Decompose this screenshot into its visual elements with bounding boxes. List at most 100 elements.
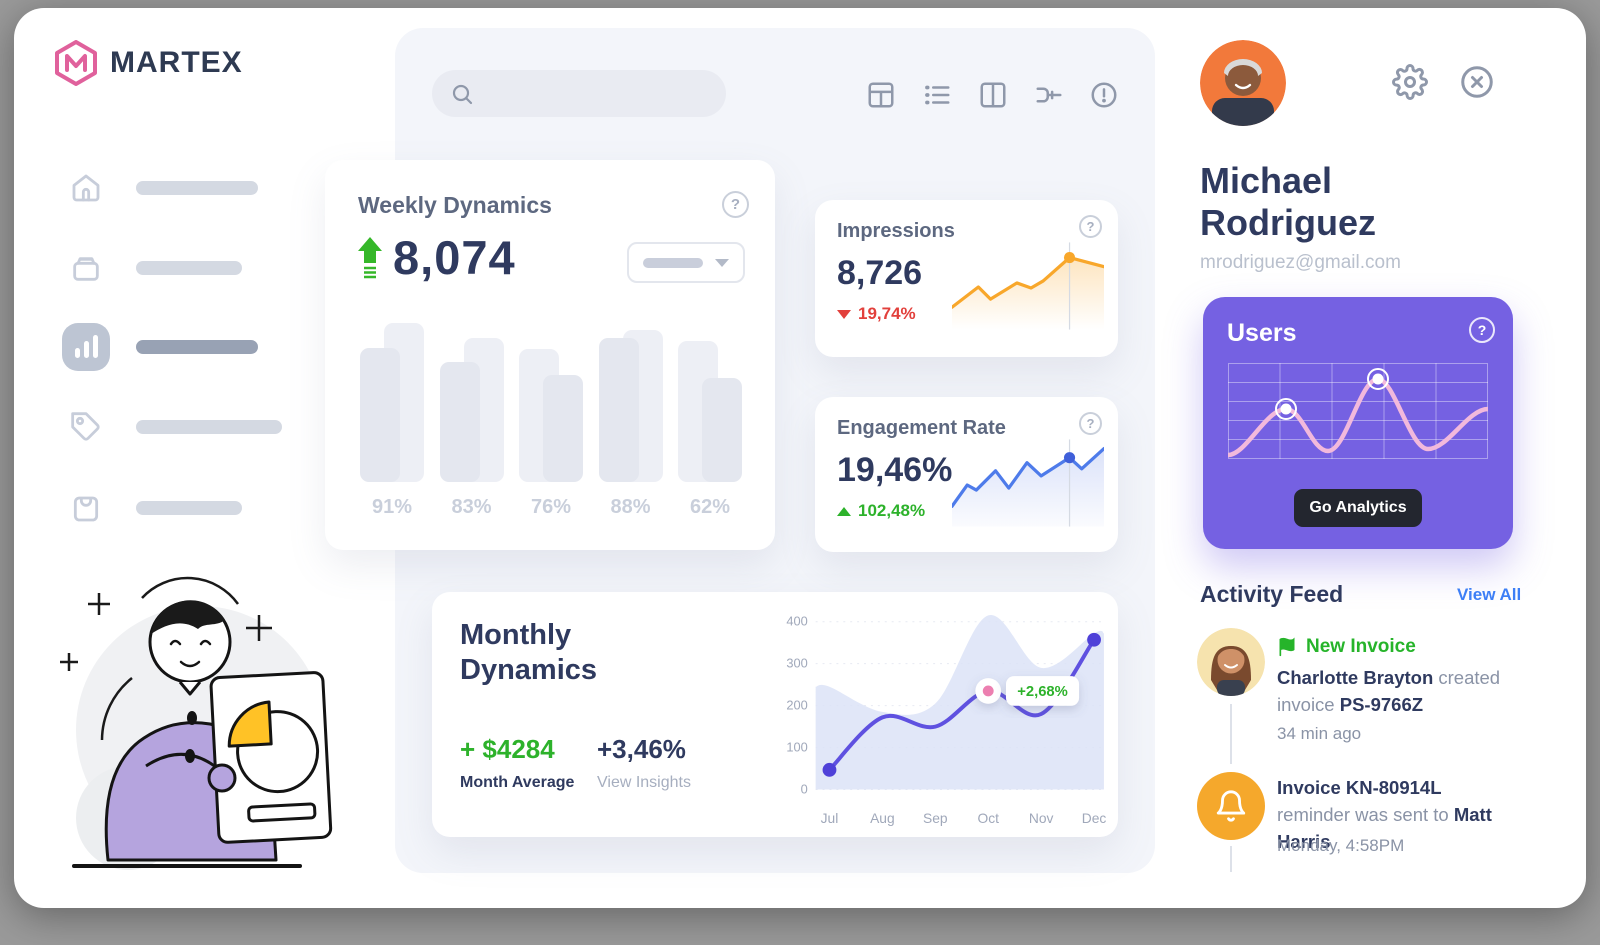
users-card-title: Users <box>1227 319 1297 347</box>
list-view-icon[interactable] <box>920 78 954 112</box>
search-icon <box>452 84 473 104</box>
help-icon[interactable]: ? <box>1079 412 1102 435</box>
activity-badge: New Invoice <box>1277 636 1416 658</box>
sidebar-item-products[interactable] <box>62 244 242 292</box>
user-avatar-image <box>1200 40 1286 126</box>
impressions-card: Impressions ? 8,726 19,74% <box>815 200 1118 357</box>
engagement-delta: 102,48% <box>837 501 925 521</box>
help-icon[interactable]: ? <box>1079 215 1102 238</box>
weekly-bar-front <box>439 362 480 482</box>
weekly-bar-group <box>598 320 663 482</box>
sidebar-label-placeholder <box>136 501 242 515</box>
month-average-stat: + $4284 Month Average <box>460 734 575 791</box>
period-select-dropdown[interactable] <box>627 242 745 283</box>
help-icon[interactable]: ? <box>1469 317 1495 343</box>
app-window: MARTEX <box>14 8 1586 908</box>
svg-text:Dec: Dec <box>1082 810 1107 826</box>
chevron-down-icon <box>715 258 729 267</box>
brand-name: MARTEX <box>110 46 243 79</box>
weekly-bar-group <box>360 320 424 482</box>
split-view-icon[interactable] <box>976 78 1010 112</box>
timeline-connector <box>1230 846 1232 872</box>
users-card: Users ? Go Analytics <box>1203 297 1513 549</box>
bell-icon <box>1216 790 1246 822</box>
impressions-sparkline <box>952 242 1104 330</box>
grid-view-icon[interactable] <box>864 78 898 112</box>
svg-text:Aug: Aug <box>870 810 895 826</box>
timeline-connector <box>1230 704 1232 764</box>
svg-text:300: 300 <box>786 656 807 671</box>
martex-logo-icon <box>55 40 97 86</box>
wave-marker-2 <box>1367 368 1389 390</box>
weekly-dynamics-card: Weekly Dynamics ? 8,074 91% 83% 76% 88% 62% <box>325 160 775 550</box>
weekly-bar-front <box>598 337 639 482</box>
monthly-card-title: Monthly Dynamics <box>460 619 598 686</box>
trend-up-arrow-icon <box>358 236 382 278</box>
flow-merge-icon[interactable] <box>1032 78 1066 112</box>
wave-marker-1 <box>1275 398 1297 420</box>
reminder-avatar[interactable] <box>1197 772 1265 840</box>
alert-circle-icon[interactable] <box>1087 78 1121 112</box>
view-insights-stat[interactable]: +3,46% View Insights <box>597 734 691 791</box>
sidebar-label-placeholder <box>136 340 258 354</box>
charlotte-avatar-image <box>1197 628 1265 696</box>
settings-gear-icon[interactable] <box>1392 64 1428 100</box>
tag-icon <box>62 403 110 451</box>
charlotte-avatar[interactable] <box>1197 628 1265 696</box>
go-analytics-button[interactable]: Go Analytics <box>1294 489 1422 527</box>
triangle-up-icon <box>837 506 851 516</box>
search-box[interactable] <box>432 70 726 117</box>
sidebar-item-tags[interactable] <box>62 403 282 451</box>
activity-item-text[interactable]: Charlotte Brayton created invoice PS-976… <box>1277 667 1501 715</box>
weekly-bar-label: 88% <box>610 496 651 518</box>
weekly-value: 8,074 <box>393 231 516 284</box>
sidebar-item-home[interactable] <box>62 164 258 212</box>
weekly-bar-label: 76% <box>530 496 572 518</box>
help-icon[interactable]: ? <box>722 191 749 218</box>
weekly-bar-chart <box>360 320 742 482</box>
bar-chart-icon <box>62 323 110 371</box>
impressions-title: Impressions <box>837 220 955 242</box>
activity-feed-title: Activity Feed <box>1200 581 1344 607</box>
brand-logo[interactable]: MARTEX <box>55 40 243 86</box>
home-icon <box>62 164 110 212</box>
svg-text:Jul: Jul <box>821 810 839 826</box>
weekly-bar-group <box>439 320 504 482</box>
svg-text:+2,68%: +2,68% <box>1017 684 1068 700</box>
sidebar-label-placeholder <box>136 181 258 195</box>
weekly-bar-label: 83% <box>451 496 492 518</box>
users-wave-chart <box>1228 363 1488 459</box>
monthly-line-chart: 400 300 200 100 0 Jul Aug Sep Oct Nov Dec +2,68% <box>786 614 1107 826</box>
weekly-bar-front <box>702 378 742 482</box>
sidebar-item-analytics[interactable] <box>62 323 258 371</box>
shopping-bag-icon <box>62 484 110 532</box>
sidebar-label-placeholder <box>136 261 242 275</box>
engagement-sparkline <box>952 439 1104 527</box>
sidebar-item-orders[interactable] <box>62 484 242 532</box>
svg-text:Oct: Oct <box>977 810 999 826</box>
view-all-link[interactable]: View All <box>1457 585 1522 604</box>
weekly-bar-label: 91% <box>371 496 413 518</box>
svg-text:Sep: Sep <box>923 810 948 826</box>
sidebar-label-placeholder <box>136 420 282 434</box>
archive-box-icon <box>62 244 110 292</box>
select-placeholder <box>643 257 703 268</box>
impressions-value: 8,726 <box>837 254 923 292</box>
weekly-bar-front <box>543 375 583 482</box>
engagement-value: 19,46% <box>837 451 953 489</box>
dashboard-illustration <box>60 576 333 870</box>
activity-item-text[interactable]: Invoice KN-80914L reminder was sent to M… <box>1277 777 1492 852</box>
activity-item-time: 34 min ago <box>1277 724 1362 743</box>
weekly-bar-front <box>360 347 400 482</box>
flag-icon <box>1279 637 1295 657</box>
search-input[interactable] <box>484 84 714 103</box>
user-avatar[interactable] <box>1200 40 1286 126</box>
svg-text:Nov: Nov <box>1029 810 1054 826</box>
svg-text:100: 100 <box>786 740 807 755</box>
impressions-delta: 19,74% <box>837 304 916 324</box>
close-icon[interactable] <box>1459 64 1495 100</box>
svg-text:200: 200 <box>786 698 807 713</box>
engagement-title: Engagement Rate <box>837 417 1006 439</box>
svg-text:400: 400 <box>786 614 807 629</box>
weekly-bar-labels: 91% 83% 76% 88% 62% <box>360 496 742 519</box>
